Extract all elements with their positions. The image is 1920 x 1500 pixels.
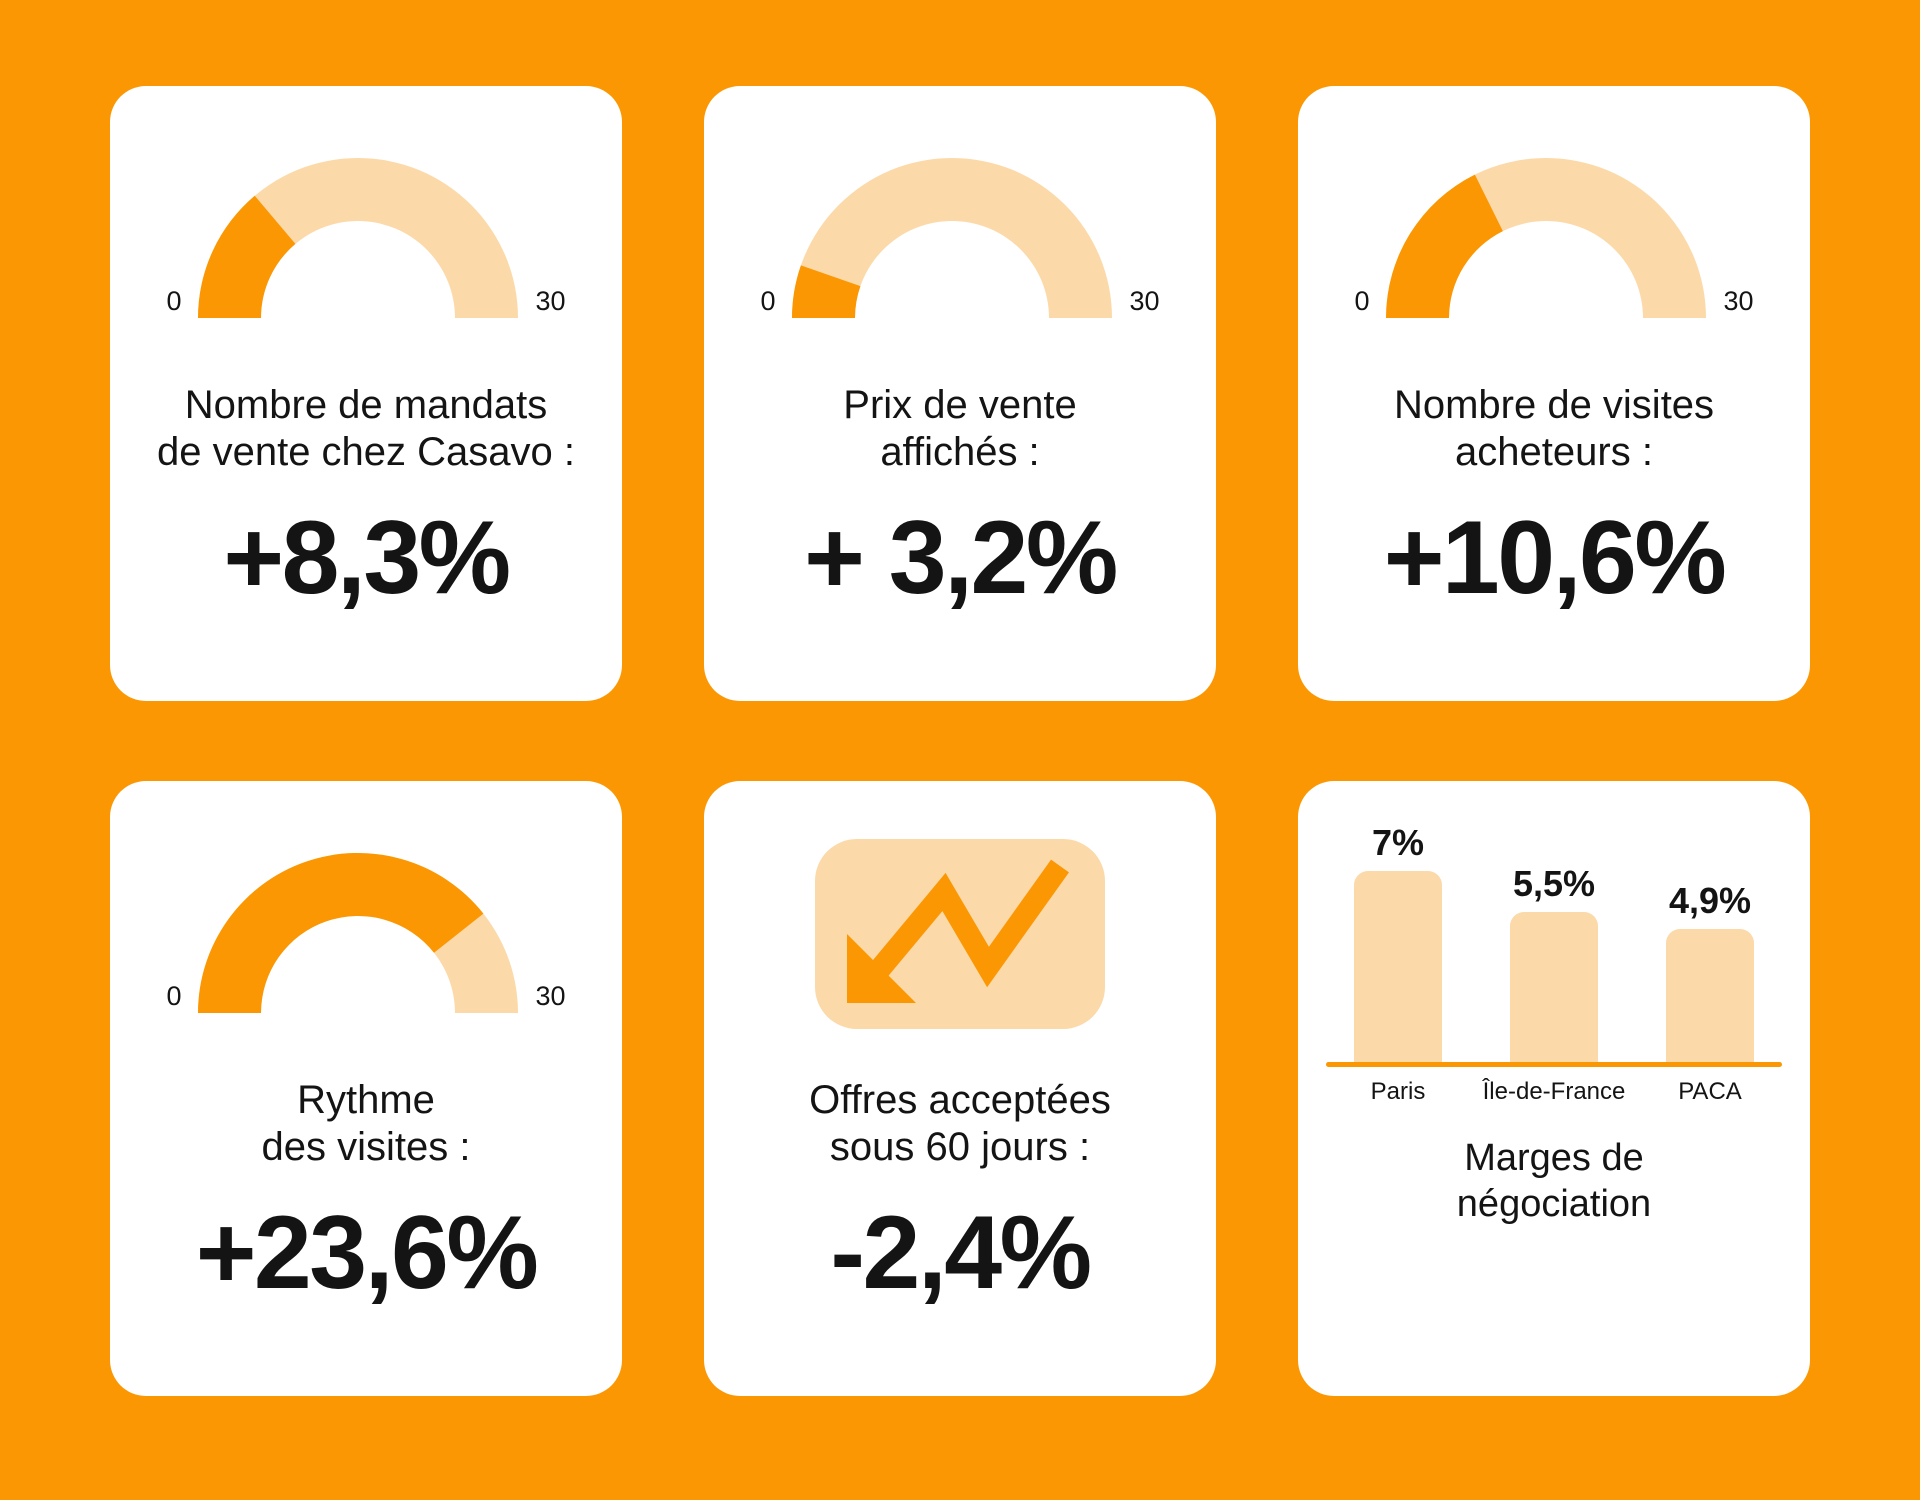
gauge-max-label: 30: [535, 981, 566, 1011]
bar-category-label: Paris: [1370, 1078, 1426, 1105]
stat-value: -2,4%: [830, 1195, 1092, 1311]
card-title-line1: Marges de: [1464, 1137, 1644, 1179]
card-visites-acheteurs: 0 30 Nombre de visites acheteurs : +10,6…: [1298, 86, 1810, 701]
card-mandats-de-vente: 0 30 Nombre de mandats de vente chez Cas…: [110, 86, 622, 701]
gauge-arc: [792, 158, 1113, 318]
gauge-chart-visites: 0 30: [1298, 86, 1810, 318]
stat-value: +8,3%: [223, 500, 511, 616]
card-title-line2: des visites :: [261, 1125, 471, 1169]
gauge-chart-prix: 0 30: [704, 86, 1216, 318]
bar-value-label: 5,5%: [1512, 863, 1596, 904]
card-title: Rythme des visites :: [126, 1077, 606, 1171]
gauge-fill-arc: [198, 195, 296, 318]
card-rythme-visites: 0 30 Rythme des visites : +23,6%: [110, 781, 622, 1396]
stat-value: + 3,2%: [804, 500, 1118, 616]
gauge-max-label: 30: [535, 286, 566, 316]
arrow-head: [847, 934, 916, 1003]
bar-category: PACA: [1666, 1078, 1754, 1107]
gauge-fill-arc: [198, 853, 484, 1013]
bar-chart-categories: Paris Île-de-France PACA: [1326, 1078, 1782, 1107]
bar-category-label: Île-de-France: [1482, 1078, 1626, 1105]
card-title-line1: Rythme: [297, 1078, 435, 1122]
bar-value-label: 7%: [1371, 822, 1425, 863]
gauge-fill-arc: [792, 265, 861, 318]
card-offres-acceptees: Offres acceptées sous 60 jours : -2,4%: [704, 781, 1216, 1396]
card-prix-de-vente: 0 30 Prix de vente affichés : + 3,2%: [704, 86, 1216, 701]
bar: [1666, 929, 1754, 1064]
card-marges-negociation: 7% 5,5% 4,9% Paris Île-de-France PACA Marges…: [1298, 781, 1810, 1396]
bar-value-label: 4,9%: [1668, 880, 1752, 921]
card-title-line1: Nombre de mandats: [184, 383, 548, 427]
bar-column: 7%: [1354, 781, 1442, 1064]
gauge-min-label: 0: [166, 981, 182, 1011]
gauge-fill-arc: [1386, 174, 1504, 318]
bar-category: Île-de-France: [1483, 1078, 1626, 1107]
icon-graphic: [704, 781, 1216, 1029]
gauge-arc: [1386, 158, 1707, 318]
gauge-max-label: 30: [1723, 286, 1754, 316]
bar-category: Paris: [1354, 1078, 1442, 1107]
card-title: Nombre de mandats de vente chez Casavo :: [126, 382, 606, 476]
gauge-arc: [198, 853, 519, 1013]
card-title-line2: affichés :: [880, 430, 1040, 474]
bar: [1510, 912, 1598, 1064]
gauge-max-label: 30: [1129, 286, 1160, 316]
bar-column: 4,9%: [1666, 781, 1754, 1064]
card-title-line1: Offres acceptées: [809, 1078, 1111, 1122]
gauge-track-arc: [792, 158, 1113, 318]
stat-value: +10,6%: [1383, 500, 1727, 616]
gauge-min-label: 0: [1354, 286, 1370, 316]
gauge-min-label: 0: [760, 286, 776, 316]
card-title: Nombre de visites acheteurs :: [1314, 382, 1794, 476]
card-title-line1: Nombre de visites: [1393, 383, 1715, 427]
bar: [1354, 871, 1442, 1064]
gauge-min-label: 0: [166, 286, 182, 316]
card-title-line2: sous 60 jours :: [829, 1125, 1091, 1169]
bar-category-label: PACA: [1678, 1078, 1742, 1105]
gauge-chart-rythme: 0 30: [110, 781, 622, 1013]
bar-chart-axis-line: [1326, 1062, 1782, 1067]
bar-column: 5,5%: [1510, 781, 1598, 1064]
card-title-line2: négociation: [1456, 1183, 1652, 1225]
card-title-line2: acheteurs :: [1455, 430, 1653, 474]
gauge-track-arc: [198, 158, 519, 318]
card-title-line2: de vente chez Casavo :: [156, 430, 576, 474]
stat-value: +23,6%: [195, 1195, 539, 1311]
gauge-arc: [198, 158, 519, 318]
trend-down-arrow-icon: [815, 839, 1105, 1029]
card-title: Offres acceptées sous 60 jours :: [720, 1077, 1200, 1171]
gauge-chart-mandats: 0 30: [110, 86, 622, 318]
card-title-line1: Prix de vente: [843, 383, 1077, 427]
bar-chart: 7% 5,5% 4,9%: [1326, 781, 1782, 1064]
card-title: Prix de vente affichés :: [720, 382, 1200, 476]
card-title: Marges de négociation: [1314, 1135, 1794, 1227]
trend-line: [870, 859, 1069, 988]
